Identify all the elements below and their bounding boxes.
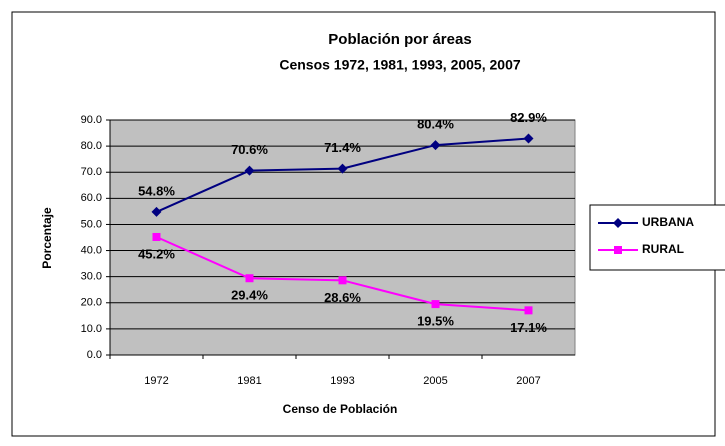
y-axis-label: Porcentaje [40,207,54,269]
data-label: 82.9% [510,110,547,125]
y-tick-label: 0.0 [87,349,102,361]
data-label: 45.2% [138,246,175,261]
data-point [524,306,533,315]
x-tick-label: 1981 [237,375,261,387]
x-tick-label: 1972 [144,375,168,387]
x-tick-label: 2005 [423,375,447,387]
legend-marker [613,218,623,228]
data-point [245,274,254,283]
data-label: 19.5% [417,314,454,329]
plot-area [109,119,576,356]
y-tick-label: 70.0 [81,166,102,178]
chart-title: Población por áreas [328,31,471,48]
data-point [523,133,534,144]
data-label: 29.4% [231,288,268,303]
x-tick-label: 2007 [516,375,540,387]
legend-marker [614,246,622,254]
legend-box [589,204,725,271]
legend-label: URBANA [642,215,694,229]
y-tick-label: 30.0 [81,271,102,283]
x-tick-label: 1993 [330,375,354,387]
data-label: 28.6% [324,290,361,305]
data-point [337,163,348,174]
data-label: 70.6% [231,142,268,157]
y-tick-label: 60.0 [81,192,102,204]
y-tick-label: 50.0 [81,218,102,230]
y-tick-label: 80.0 [81,140,102,152]
legend-label: RURAL [642,242,684,256]
y-tick-label: 10.0 [81,323,102,335]
y-tick-label: 40.0 [81,244,102,256]
data-label: 80.4% [417,117,454,132]
data-label: 71.4% [324,140,361,155]
data-point [244,165,255,176]
y-tick-label: 20.0 [81,297,102,309]
chart-subtitle: Censos 1972, 1981, 1993, 2005, 2007 [279,57,521,73]
data-label: 17.1% [510,320,547,335]
data-point [151,206,162,217]
data-label: 54.8% [138,183,175,198]
data-point [431,300,440,309]
y-tick-label: 90.0 [81,114,102,126]
data-point [338,276,347,285]
x-axis-label: Censo de Población [283,402,398,416]
data-point [152,232,161,241]
data-point [430,140,441,151]
